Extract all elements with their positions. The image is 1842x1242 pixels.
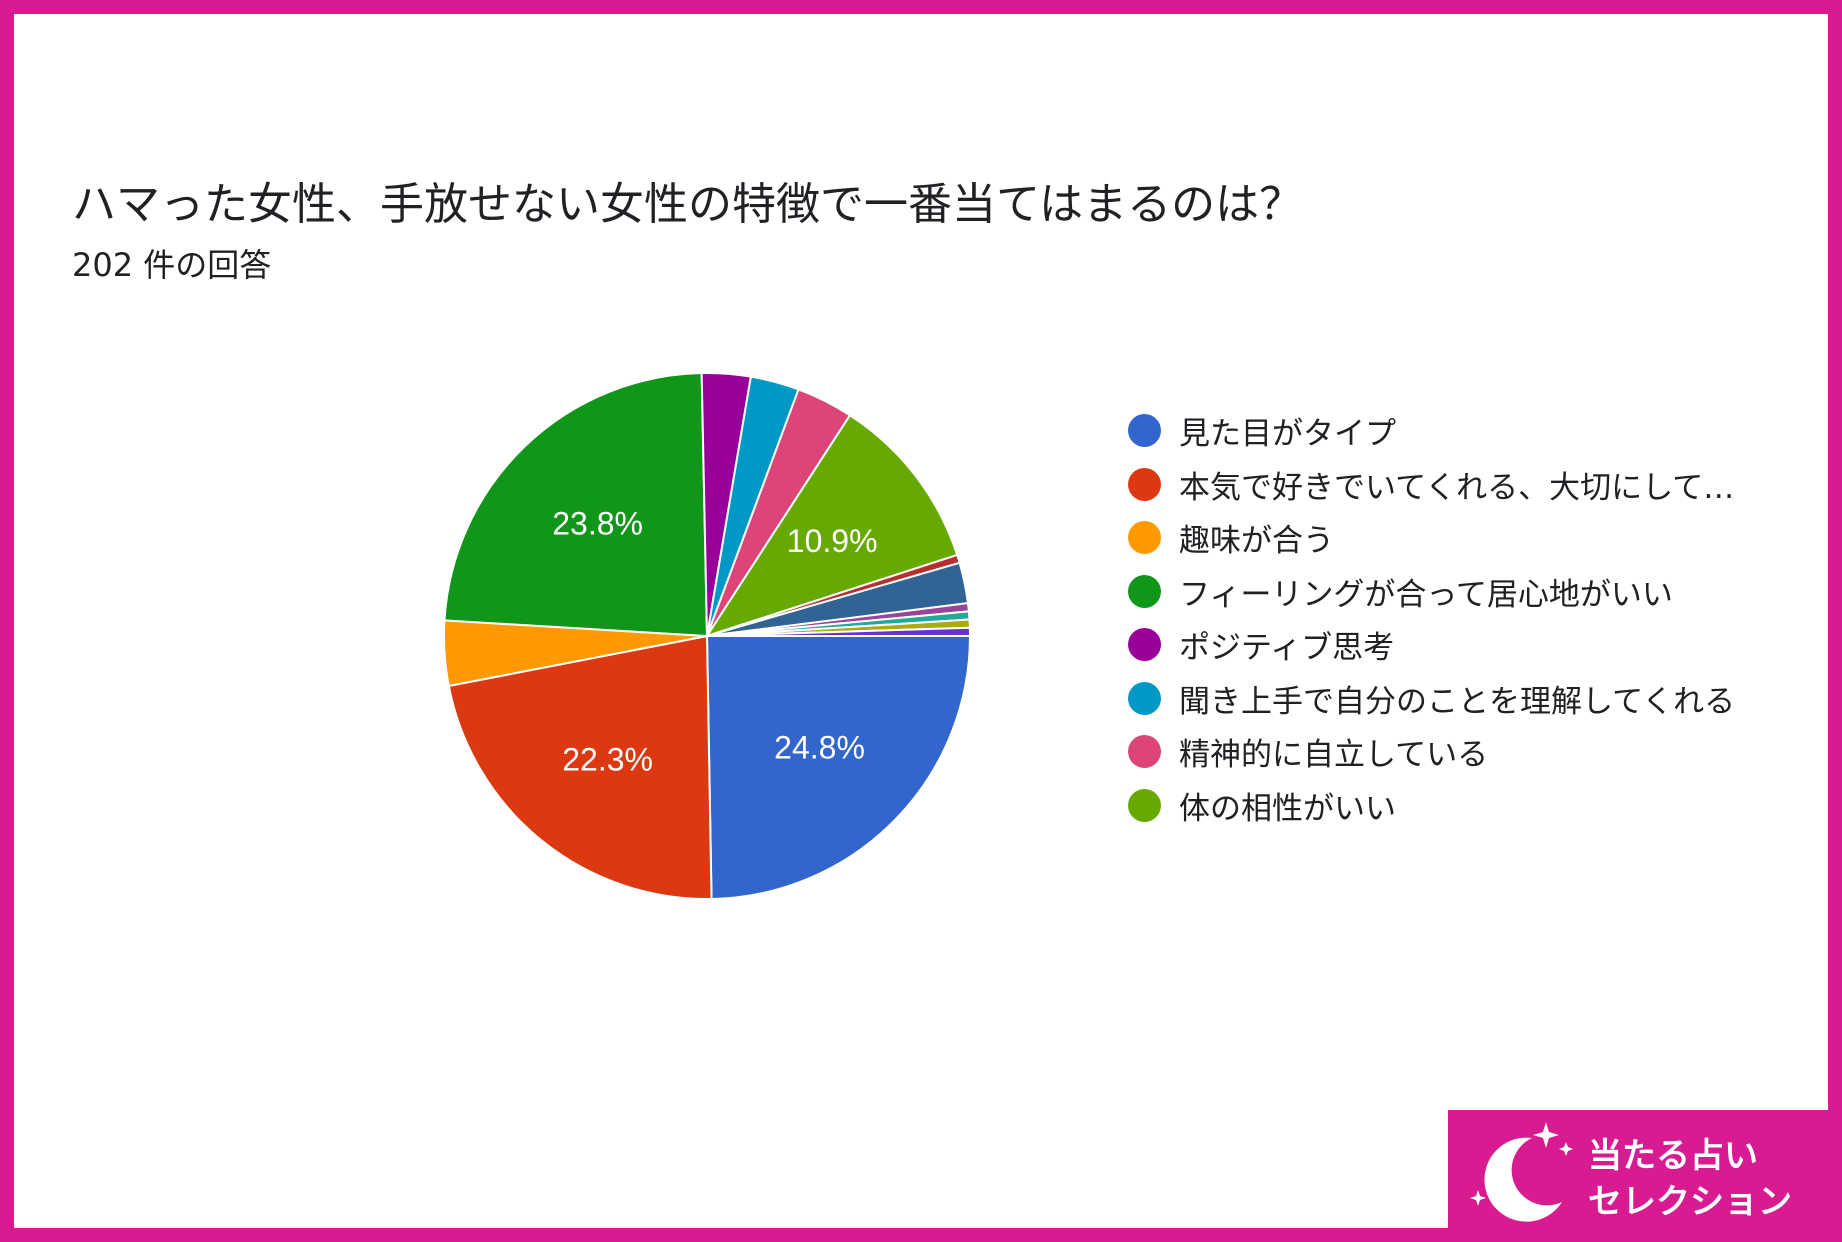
legend-label: フィーリングが合って居心地がいい — [1179, 576, 1673, 613]
legend-item: 見た目がタイプ — [1128, 404, 1735, 458]
legend-label: 趣味が合う — [1179, 523, 1334, 560]
legend-item: 精神的に自立している — [1128, 725, 1735, 779]
brand-name-line2: セレクション — [1588, 1182, 1792, 1222]
legend-swatch — [1128, 414, 1161, 448]
pie-slice — [706, 626, 972, 637]
legend-swatch — [1128, 521, 1161, 555]
slice-value-label: 23.8% — [552, 505, 643, 541]
legend-item: 本気で好きでいてくれる、大切にして… — [1128, 458, 1735, 512]
legend-swatch — [1128, 574, 1161, 608]
legend-swatch — [1128, 788, 1161, 822]
legend-item: フィーリングが合って居心地がいい — [1128, 565, 1735, 619]
legend-label: 聞き上手で自分のことを理解してくれる — [1179, 683, 1736, 720]
legend-swatch — [1128, 467, 1161, 501]
crescent-moon-stars-icon — [1470, 1122, 1573, 1222]
legend-label: 体の相性がいい — [1179, 790, 1396, 827]
legend-swatch — [1128, 735, 1161, 769]
legend-item: 趣味が合う — [1128, 511, 1735, 565]
pie-slice — [447, 634, 713, 900]
legend-item: ポジティブ思考 — [1128, 618, 1735, 672]
legend-swatch — [1128, 681, 1161, 715]
pie-slice — [704, 413, 959, 638]
legend-item: 体の相性がいい — [1128, 779, 1735, 833]
pie-slice — [443, 372, 709, 638]
pie-slice — [705, 635, 972, 900]
slice-value-label: 10.9% — [787, 523, 878, 559]
legend-swatch — [1128, 628, 1161, 662]
legend-label: ポジティブ思考 — [1179, 630, 1395, 667]
chart-title: ハマった女性、手放せない女性の特徴で一番当てはまるのは？ — [72, 179, 1304, 230]
legend-label: 本気で好きでいてくれる、大切にして… — [1179, 469, 1735, 506]
brand-badge: 当たる占い セレクション — [1448, 1110, 1828, 1228]
slice-value-label: 24.8% — [774, 730, 865, 766]
chart-legend: 見た目がタイプ本気で好きでいてくれる、大切にして… 趣味が合うフィーリングが合って… — [1128, 404, 1735, 832]
legend-label: 精神的に自立している — [1179, 737, 1489, 774]
legend-item: 聞き上手で自分のことを理解してくれる — [1128, 672, 1735, 726]
legend-label: 見た目がタイプ — [1179, 416, 1396, 453]
brand-name-line1: 当たる占い — [1588, 1136, 1758, 1176]
response-count: 202 件の回答 — [72, 246, 272, 284]
slice-value-label: 22.3% — [562, 742, 653, 778]
